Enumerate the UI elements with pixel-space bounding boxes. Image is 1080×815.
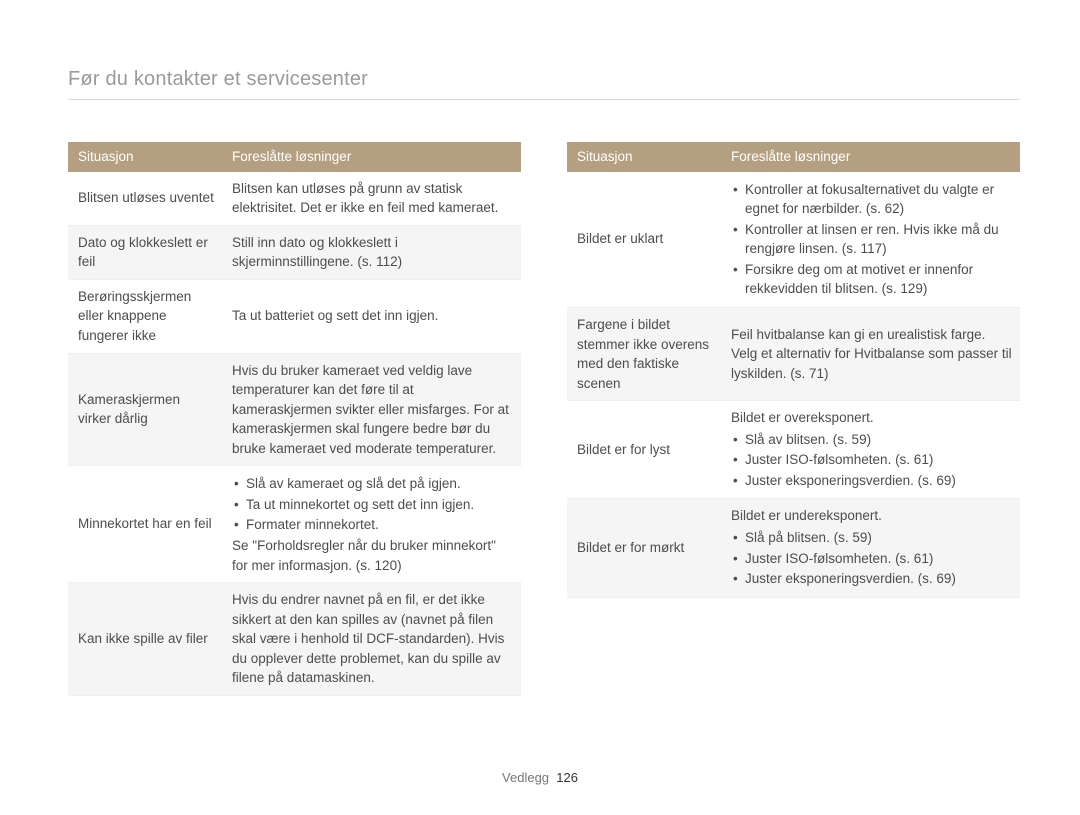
- solution-cell: Feil hvitbalanse kan gi en urealistisk f…: [721, 307, 1020, 400]
- situation-cell: Bildet er for mørkt: [567, 499, 721, 597]
- solution-bullet: Formater minnekortet.: [232, 515, 513, 535]
- solution-bullets: Slå av kameraet og slå det på igjen.Ta u…: [232, 474, 513, 535]
- page-title: Før du kontakter et servicesenter: [68, 68, 1020, 91]
- solution-bullets: Slå av blitsen. (s. 59)Juster ISO-følsom…: [731, 430, 1012, 491]
- situation-cell: Minnekortet har en feil: [68, 466, 222, 583]
- solution-cell: Bildet er undereksponert.Slå på blitsen.…: [721, 499, 1020, 597]
- solution-text: Still inn dato og klokkeslett i skjermin…: [232, 233, 513, 272]
- th-losninger: Foreslåtte løsninger: [721, 142, 1020, 172]
- situation-cell: Kan ikke spille av filer: [68, 583, 222, 696]
- solution-text: Feil hvitbalanse kan gi en urealistisk f…: [731, 325, 1012, 384]
- left-column: Situasjon Foreslåtte løsninger Blitsen u…: [68, 142, 521, 696]
- table-row: Minnekortet har en feilSlå av kameraet o…: [68, 466, 521, 583]
- solution-bullet: Slå på blitsen. (s. 59): [731, 528, 1012, 548]
- left-table: Situasjon Foreslåtte løsninger Blitsen u…: [68, 142, 521, 696]
- solution-bullet: Juster ISO-følsomheten. (s. 61): [731, 549, 1012, 569]
- solution-bullet: Kontroller at linsen er ren. Hvis ikke m…: [731, 220, 1012, 259]
- table-row: Bildet er for lystBildet er overeksponer…: [567, 401, 1020, 499]
- solution-pretext: Bildet er overeksponert.: [731, 408, 1012, 428]
- solution-bullet: Ta ut minnekortet og sett det inn igjen.: [232, 495, 513, 515]
- table-row: Fargene i bildet stemmer ikke overens me…: [567, 307, 1020, 400]
- table-row: Berøringsskjermen eller knappene fungere…: [68, 279, 521, 353]
- table-row: Bildet er for mørktBildet er underekspon…: [567, 499, 1020, 597]
- solution-bullet: Juster eksponeringsverdien. (s. 69): [731, 569, 1012, 589]
- solution-bullet: Slå av blitsen. (s. 59): [731, 430, 1012, 450]
- solution-posttext: Se "Forholdsregler når du bruker minneko…: [232, 536, 513, 575]
- th-losninger: Foreslåtte løsninger: [222, 142, 521, 172]
- solution-cell: Bildet er overeksponert.Slå av blitsen. …: [721, 401, 1020, 499]
- solution-pretext: Bildet er undereksponert.: [731, 506, 1012, 526]
- solution-bullet: Juster eksponeringsverdien. (s. 69): [731, 471, 1012, 491]
- table-row: Bildet er uklart Kontroller at fokusalter…: [567, 172, 1020, 308]
- title-divider: [68, 99, 1020, 100]
- solution-cell: Hvis du bruker kameraet ved veldig lave …: [222, 353, 521, 466]
- situation-cell: Kameraskjermen virker dårlig: [68, 353, 222, 466]
- solution-text: Blitsen kan utløses på grunn av statisk …: [232, 179, 513, 218]
- footer-page-number: 126: [556, 770, 578, 785]
- solution-text: Hvis du bruker kameraet ved veldig lave …: [232, 361, 513, 459]
- solution-cell: Blitsen kan utløses på grunn av statisk …: [222, 172, 521, 226]
- situation-cell: Berøringsskjermen eller knappene fungere…: [68, 279, 222, 353]
- right-column: Situasjon Foreslåtte løsninger Bildet er…: [567, 142, 1020, 696]
- solution-bullets: Slå på blitsen. (s. 59)Juster ISO-følsom…: [731, 528, 1012, 589]
- solution-cell: Ta ut batteriet og sett det inn igjen.: [222, 279, 521, 353]
- solution-bullets: Kontroller at fokusalternativet du valgt…: [731, 180, 1012, 299]
- solution-text: Hvis du endrer navnet på en fil, er det …: [232, 590, 513, 688]
- solution-cell: Still inn dato og klokkeslett i skjermin…: [222, 225, 521, 279]
- situation-cell: Bildet er for lyst: [567, 401, 721, 499]
- solution-cell: Slå av kameraet og slå det på igjen.Ta u…: [222, 466, 521, 583]
- table-row: Blitsen utløses uventet Blitsen kan utløs…: [68, 172, 521, 226]
- situation-cell: Bildet er uklart: [567, 172, 721, 308]
- footer-label: Vedlegg: [502, 770, 549, 785]
- situation-cell: Dato og klokkeslett er feil: [68, 225, 222, 279]
- solution-bullet: Slå av kameraet og slå det på igjen.: [232, 474, 513, 494]
- th-situasjon: Situasjon: [68, 142, 222, 172]
- th-situasjon: Situasjon: [567, 142, 721, 172]
- solution-bullet: Forsikre deg om at motivet er innenfor r…: [731, 260, 1012, 299]
- right-table: Situasjon Foreslåtte løsninger Bildet er…: [567, 142, 1020, 598]
- situation-cell: Fargene i bildet stemmer ikke overens me…: [567, 307, 721, 400]
- solution-bullet: Kontroller at fokusalternativet du valgt…: [731, 180, 1012, 219]
- solution-cell: Hvis du endrer navnet på en fil, er det …: [222, 583, 521, 696]
- page-footer: Vedlegg 126: [0, 770, 1080, 785]
- solution-text: Ta ut batteriet og sett det inn igjen.: [232, 306, 513, 326]
- content-columns: Situasjon Foreslåtte løsninger Blitsen u…: [68, 142, 1020, 696]
- situation-cell: Blitsen utløses uventet: [68, 172, 222, 226]
- table-row: Kan ikke spille av filerHvis du endrer n…: [68, 583, 521, 696]
- table-row: Dato og klokkeslett er feil Still inn dat…: [68, 225, 521, 279]
- table-row: Kameraskjermen virker dårligHvis du bruk…: [68, 353, 521, 466]
- solution-cell: Kontroller at fokusalternativet du valgt…: [721, 172, 1020, 308]
- solution-bullet: Juster ISO-følsomheten. (s. 61): [731, 450, 1012, 470]
